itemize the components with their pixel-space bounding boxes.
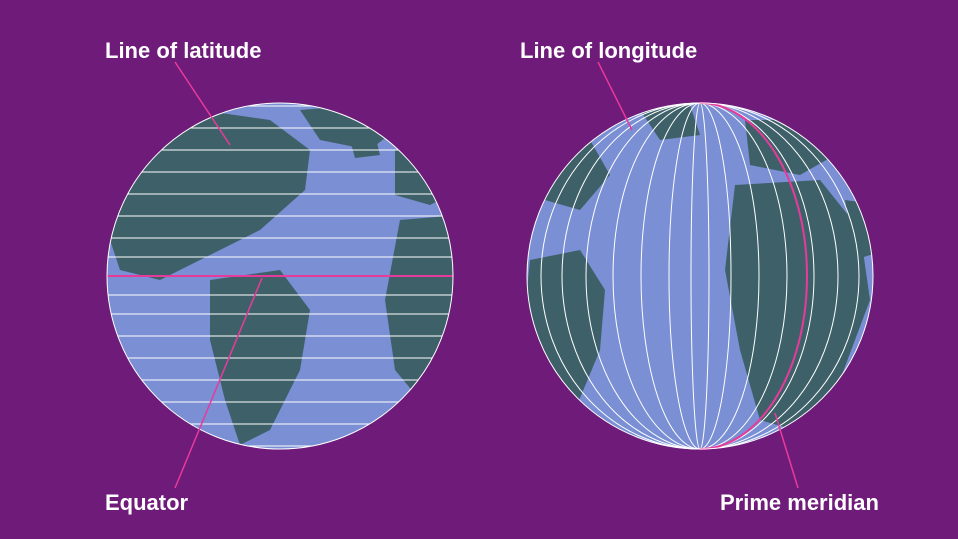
label-longitude: Line of longitude	[520, 38, 697, 64]
label-equator: Equator	[105, 490, 188, 516]
label-latitude: Line of latitude	[105, 38, 261, 64]
globe-longitude	[0, 0, 958, 539]
label-prime-meridian: Prime meridian	[720, 490, 879, 516]
leader-longitude	[598, 62, 632, 130]
